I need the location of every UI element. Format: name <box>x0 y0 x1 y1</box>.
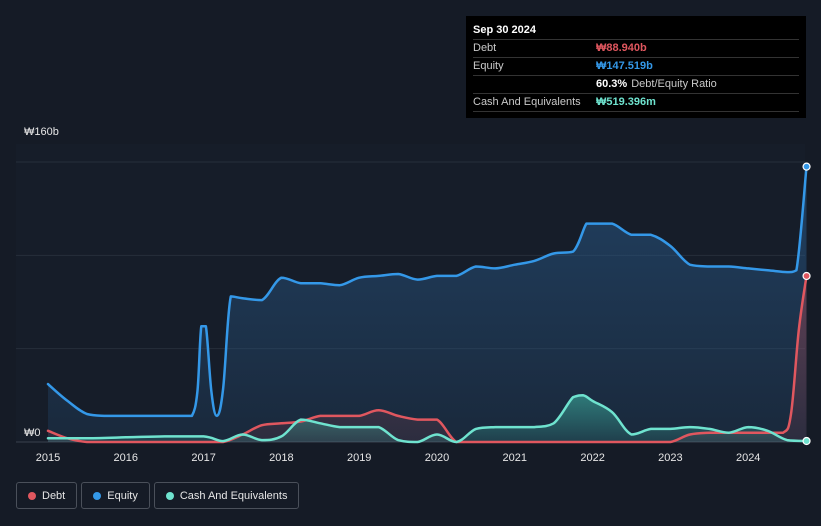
series-line-equity <box>46 165 808 418</box>
series-line-cash-and-equivalents <box>46 394 808 444</box>
tooltip-label: Equity <box>473 60 504 72</box>
tooltip-value-equity: ₩147.519b <box>596 60 653 72</box>
legend-label: Equity <box>107 489 138 502</box>
tooltip-row-cash: Cash And Equivalents ₩519.396m <box>473 94 799 112</box>
x-tick-label: 2016 <box>114 452 138 464</box>
area-cash-and-equivalents <box>48 395 807 442</box>
legend-item-cash[interactable]: Cash And Equivalents <box>153 482 300 509</box>
x-tick-label: 2021 <box>503 452 527 464</box>
x-tick-label: 2020 <box>425 452 449 464</box>
x-tick-label: 2015 <box>36 452 60 464</box>
y-tick-label: ₩0 <box>24 427 41 439</box>
tooltip-value-cash: ₩519.396m <box>596 96 656 108</box>
tooltip-label: Debt <box>473 42 497 54</box>
tooltip-row-equity: Equity ₩147.519b <box>473 58 799 76</box>
tooltip-label: Cash And Equivalents <box>473 96 581 108</box>
chart-legend: Debt Equity Cash And Equivalents <box>16 482 300 509</box>
end-point-equity <box>802 162 811 171</box>
x-tick-label: 2019 <box>347 452 371 464</box>
tooltip-value-ratio: 60.3% <box>596 78 628 90</box>
x-tick-label: 2017 <box>191 452 215 464</box>
legend-dot-icon <box>93 491 102 500</box>
legend-item-debt[interactable]: Debt <box>16 482 78 509</box>
legend-label: Debt <box>42 489 66 502</box>
tooltip-row-ratio: 60.3% Debt/Equity Ratio <box>473 76 799 94</box>
tooltip-label <box>473 76 596 93</box>
area-equity <box>48 166 807 442</box>
tooltip-row-debt: Debt ₩88.940b <box>473 40 799 58</box>
tooltip-date: Sep 30 2024 <box>473 22 799 40</box>
x-tick-label: 2023 <box>658 452 682 464</box>
legend-dot-icon <box>165 491 174 500</box>
end-point-debt <box>802 271 811 281</box>
tooltip-panel: Sep 30 2024 Debt ₩88.940b Equity ₩147.51… <box>466 16 806 118</box>
tooltip-ratio-caption: Debt/Equity Ratio <box>631 78 717 90</box>
y-tick-label: ₩160b <box>24 126 59 138</box>
x-tick-label: 2018 <box>269 452 293 464</box>
x-tick-label: 2024 <box>736 452 760 464</box>
x-tick-label: 2022 <box>580 452 604 464</box>
end-point-cash-and-equivalents <box>802 436 811 446</box>
legend-dot-icon <box>28 491 36 500</box>
legend-label: Cash And Equivalents <box>179 489 288 502</box>
tooltip-value-debt: ₩88.940b <box>596 42 647 54</box>
legend-item-equity[interactable]: Equity <box>81 482 150 509</box>
